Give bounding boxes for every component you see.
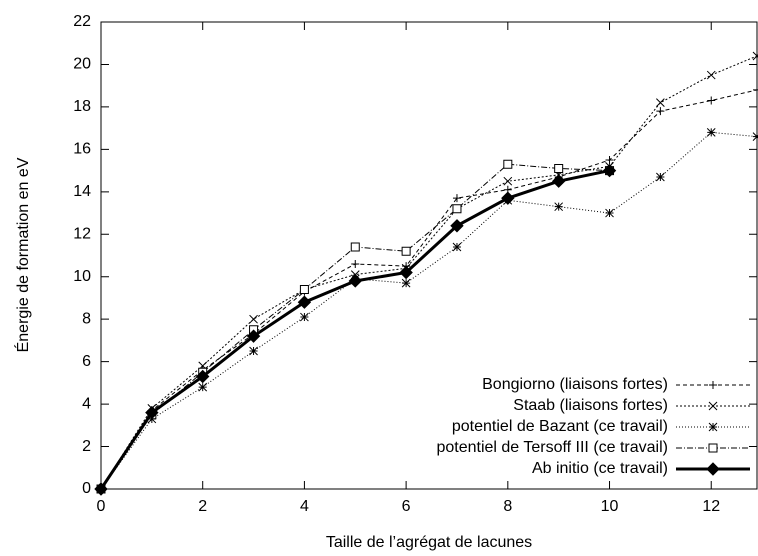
data-point: [503, 159, 513, 169]
data-point: [297, 295, 312, 309]
data-point: [554, 202, 564, 212]
data-point: [656, 107, 665, 116]
legend-label: Ab initio (ce travail): [532, 460, 668, 477]
data-point: [145, 405, 159, 420]
data-point: [299, 284, 309, 294]
data-point: [656, 98, 665, 108]
data-point: [401, 278, 411, 288]
series-line: [100, 131, 758, 490]
legend-label: Staab (liaisons fortes): [513, 397, 668, 414]
data-point: [551, 174, 566, 188]
data-point: [350, 242, 360, 252]
y-tick-label: 12: [73, 225, 91, 242]
data-point: [752, 51, 758, 61]
y-axis-label: Énergie de formation en eV: [13, 157, 32, 352]
legend-label: potentiel de Bazant (ce travail): [452, 418, 668, 435]
y-tick-label: 4: [82, 395, 91, 412]
x-tick-label: 6: [402, 498, 411, 515]
y-tick-label: 10: [73, 268, 91, 285]
y-tick-label: 2: [82, 438, 91, 455]
legend-marker: [709, 381, 717, 389]
series-line: [100, 55, 758, 490]
legend-marker: [708, 443, 718, 453]
y-tick-label: 0: [82, 480, 91, 497]
data-point: [752, 132, 758, 141]
data-point: [94, 482, 108, 496]
data-point: [706, 128, 716, 137]
data-point: [198, 382, 208, 392]
x-tick-label: 2: [198, 498, 207, 515]
data-point: [249, 314, 258, 324]
data-point: [452, 204, 462, 214]
data-point: [300, 312, 309, 322]
data-point: [656, 172, 665, 182]
legend-label: potentiel de Tersoff III (ce travail): [436, 439, 668, 456]
y-tick-label: 6: [82, 353, 91, 370]
data-point: [249, 346, 258, 356]
y-tick-label: 16: [73, 141, 91, 158]
x-tick-label: 0: [97, 498, 106, 515]
data-point: [501, 191, 515, 205]
data-point: [246, 329, 261, 343]
data-point: [452, 194, 461, 203]
data-point: [399, 265, 413, 280]
series-line: [100, 89, 758, 490]
x-axis-label: Taille de l’agrégat de lacunes: [326, 534, 532, 551]
legend-marker: [708, 401, 718, 411]
y-tick-label: 14: [73, 183, 91, 200]
x-tick-label: 10: [601, 498, 619, 515]
data-point: [195, 369, 210, 384]
data-point: [351, 259, 360, 268]
y-tick-label: 20: [73, 56, 91, 73]
y-tick-label: 22: [73, 13, 91, 30]
data-point: [706, 70, 716, 80]
y-tick-label: 8: [82, 310, 91, 327]
x-tick-label: 12: [702, 498, 720, 515]
data-point: [605, 155, 614, 164]
data-point: [503, 176, 513, 186]
data-point: [554, 163, 564, 173]
data-point: [450, 219, 464, 233]
legend-marker: [708, 422, 718, 432]
data-point: [602, 163, 617, 178]
x-tick-label: 4: [300, 498, 309, 515]
data-point: [753, 85, 758, 94]
legend-label: Bongiorno (liaisons fortes): [482, 376, 668, 393]
legend-marker: [706, 462, 720, 476]
y-tick-label: 18: [73, 98, 91, 115]
data-point: [605, 208, 614, 218]
data-point: [707, 96, 716, 105]
data-point: [401, 246, 411, 256]
data-point: [348, 274, 362, 288]
data-point: [452, 242, 462, 252]
plot-frame: [100, 21, 758, 490]
x-tick-label: 8: [503, 498, 512, 515]
